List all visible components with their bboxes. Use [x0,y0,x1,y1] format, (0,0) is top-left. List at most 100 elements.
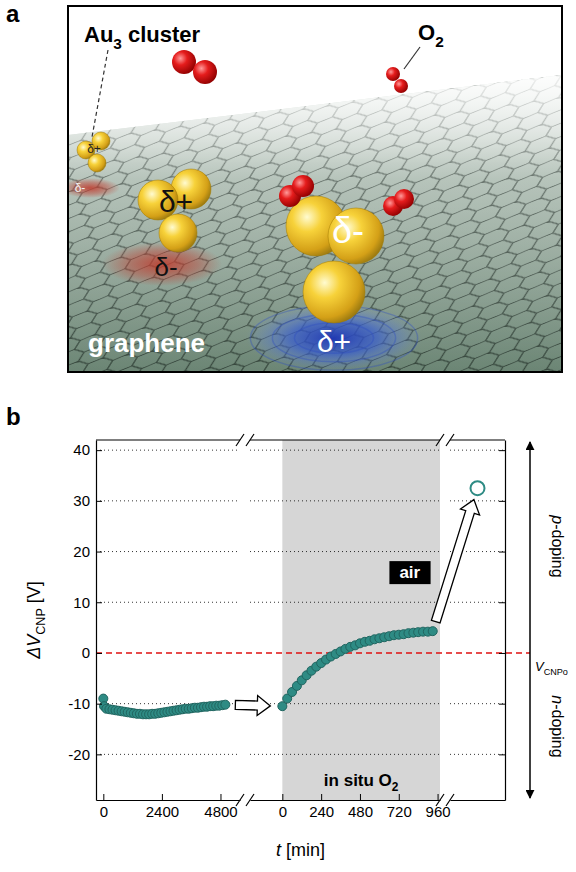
y-axis-line [505,441,506,801]
x-axis [451,800,506,802]
background-layer [96,440,505,800]
cluster-label-part: 3 [113,35,122,52]
y-right-tick [499,450,505,451]
illustration: δ+δ-δ+δ-δ-δ+Au3 clusterO2graphene [68,6,562,372]
o-atom [172,50,196,74]
y-tick: 30 [73,492,102,509]
y-axis-title-part: CNP [34,608,48,635]
x-tick-mark [399,794,400,800]
hollow-arrow [235,696,270,716]
shaded-region [282,440,440,800]
y-axis-title-part: ΔV [24,633,44,660]
y-tick-label: 40 [73,441,90,458]
partial-charge: δ- [154,252,177,282]
o-atom [292,175,314,197]
y-right-tick [499,552,505,553]
x-axis-line [451,800,506,801]
x-tick-mark [321,794,322,800]
o-atom [394,79,408,93]
y-tick: 40 [73,441,102,458]
y-right-tick-mark [499,501,505,502]
grid-line [450,500,505,501]
hollow-arrow [431,500,479,623]
grid-line [96,500,240,501]
o-atom [193,60,217,84]
y-right-tick-mark [499,602,505,603]
x-tick-label: 0 [100,803,108,820]
grid-line [250,754,440,755]
doping-label-part: n [549,695,566,704]
graphene-lattice [68,75,562,372]
axis-break [436,434,444,446]
panel-a: aδ+δ-δ+δ-δ-δ+Au3 clusterO2graphene [6,0,562,372]
partial-charge: δ+ [159,185,193,218]
y-tick-label: -10 [68,695,90,712]
x-axis-title: t [min] [276,840,325,860]
y-tick: -20 [68,746,102,763]
reference-label-part: CNPo [544,667,568,677]
reference-line [96,652,530,654]
x-tick-mark [438,794,439,800]
au3-cluster: δ+ δ- [68,132,120,198]
au3-cluster: δ-δ+ [246,175,422,372]
points [278,627,437,711]
frame-top [250,439,440,440]
y-tick-mark [96,704,102,705]
y-axis: -20-10010203040 [68,441,102,801]
reference-label: VCNPo [535,659,568,677]
doping-label-part: -doping [549,524,566,577]
y-tick-label: 20 [73,543,90,560]
au-atom [159,214,197,252]
partial-charge: δ+ [87,142,101,156]
illustration-background [68,6,562,372]
plot-background [96,450,240,754]
x-axis-title-part: [min] [281,840,325,860]
data-point [428,627,437,636]
grid-line [96,602,240,603]
axis-layer: 024004800-20-100102030400240480720960 [68,434,505,820]
pointer-line [92,50,108,137]
annotation: air [399,563,420,582]
grid-line [250,602,440,603]
doping-arrow [529,442,531,798]
axis-break [236,434,244,446]
data-point [221,700,230,709]
grid-line [450,703,505,704]
y-tick-label: 30 [73,492,90,509]
y-tick: -10 [68,695,102,712]
x-tick: 720 [387,794,412,820]
cluster-label: Au3 cluster [84,22,201,52]
o2-molecule [172,50,217,84]
x-tick-label: 2400 [146,803,179,820]
doping-label-part: -doping [549,704,566,757]
reference-layer [96,652,530,653]
plot-background [450,450,505,754]
frame-top [96,439,240,440]
figure-svg: aδ+δ-δ+δ-δ-δ+Au3 clusterO2grapheneb02400… [0,0,576,872]
y-right-tick-mark [499,653,505,654]
y-right-tick-mark [499,754,505,755]
x-tick-label: 720 [387,803,412,820]
y-tick-mark [96,653,102,654]
y-tick-mark [96,450,102,451]
y-tick-label: 0 [82,644,90,661]
data-point [471,481,485,495]
y-axis-title-part: [V] [24,581,44,608]
points [471,481,485,495]
x-tick: 4800 [204,794,237,820]
y-tick-mark [96,501,102,502]
x-tick-label: 480 [348,803,373,820]
doping-label-part: p [549,514,566,524]
y-right-tick [499,501,505,502]
au-atom [88,154,106,172]
x-tick-mark [360,794,361,800]
grid-line [96,754,240,755]
frame-top [450,439,505,440]
figure: aδ+δ-δ+δ-δ-δ+Au3 clusterO2grapheneb02400… [0,0,576,872]
mark-layer [99,481,485,719]
illustration-frame [68,6,562,372]
o2-label-part: O [418,20,435,45]
y-axis-line [96,441,97,801]
partial-charge: δ- [75,181,86,195]
y-right-tick [499,754,505,755]
